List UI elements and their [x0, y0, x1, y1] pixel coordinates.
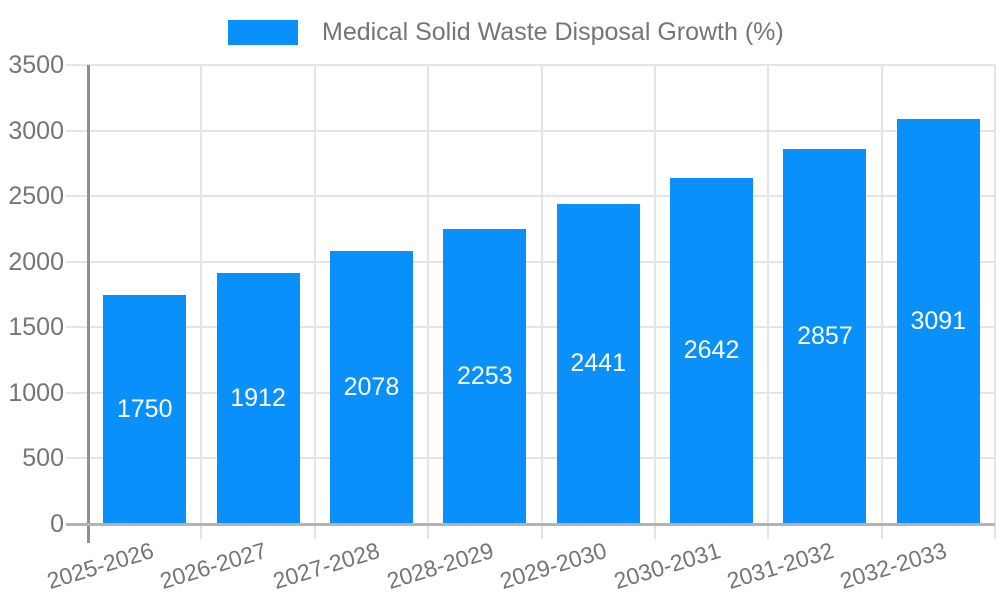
x-axis-line	[66, 523, 995, 526]
x-gridline	[880, 65, 883, 539]
x-axis-tick-label: 2032-2033	[837, 537, 950, 595]
bar-value-label: 1912	[230, 384, 286, 413]
y-axis-tick-label: 0	[50, 510, 64, 538]
y-gridline	[66, 129, 995, 132]
bar: 1750	[103, 294, 187, 524]
y-axis-line	[87, 65, 90, 543]
y-axis-tick-label: 1500	[8, 313, 64, 342]
bar: 2642	[670, 177, 754, 524]
bar: 3091	[896, 118, 980, 524]
legend-label: Medical Solid Waste Disposal Growth (%)	[322, 18, 784, 46]
bar: 2253	[443, 228, 527, 524]
legend-color-swatch	[228, 20, 298, 45]
x-axis-tick-label: 2026-2027	[156, 537, 270, 595]
bar: 2441	[556, 203, 640, 524]
y-gridline	[66, 195, 995, 198]
bar: 2078	[329, 251, 413, 524]
y-gridline	[66, 457, 995, 460]
y-gridline	[66, 326, 995, 329]
x-gridline	[427, 65, 430, 539]
bar-value-label: 2078	[343, 373, 400, 402]
bar-value-label: 2642	[683, 336, 740, 365]
bar-value-label: 2857	[797, 322, 853, 351]
bar: 2857	[783, 149, 867, 524]
x-axis-tick-label: 2027-2028	[270, 537, 384, 595]
y-axis-tick-label: 2500	[8, 182, 64, 211]
y-axis-tick-label: 3000	[8, 116, 64, 145]
x-axis-tick-label: 2025-2026	[43, 537, 157, 595]
y-axis-tick-label: 2000	[8, 247, 64, 276]
y-gridline	[66, 260, 995, 263]
bar-value-label: 1750	[116, 394, 173, 423]
x-axis-tick-label: 2028-2029	[383, 537, 497, 595]
x-gridline	[653, 65, 656, 539]
bar-value-label: 3091	[910, 306, 967, 335]
bar: 1912	[216, 273, 300, 524]
x-gridline	[994, 65, 996, 539]
x-gridline	[767, 65, 770, 539]
y-axis-tick-label: 500	[22, 444, 64, 473]
x-gridline	[200, 65, 203, 539]
chart-legend: Medical Solid Waste Disposal Growth (%)	[228, 18, 784, 46]
x-axis-tick-label: 2030-2031	[610, 537, 724, 595]
x-gridline	[313, 65, 316, 539]
x-gridline	[540, 65, 543, 539]
y-axis-tick-label: 3500	[8, 51, 64, 79]
y-gridline	[66, 64, 995, 66]
y-axis-tick-label: 1000	[8, 378, 64, 407]
x-axis-tick-label: 2031-2032	[723, 537, 837, 595]
bar-value-label: 2441	[570, 349, 626, 378]
bar-value-label: 2253	[457, 361, 513, 390]
x-axis-tick-label: 2029-2030	[496, 537, 610, 595]
y-gridline	[66, 391, 995, 394]
